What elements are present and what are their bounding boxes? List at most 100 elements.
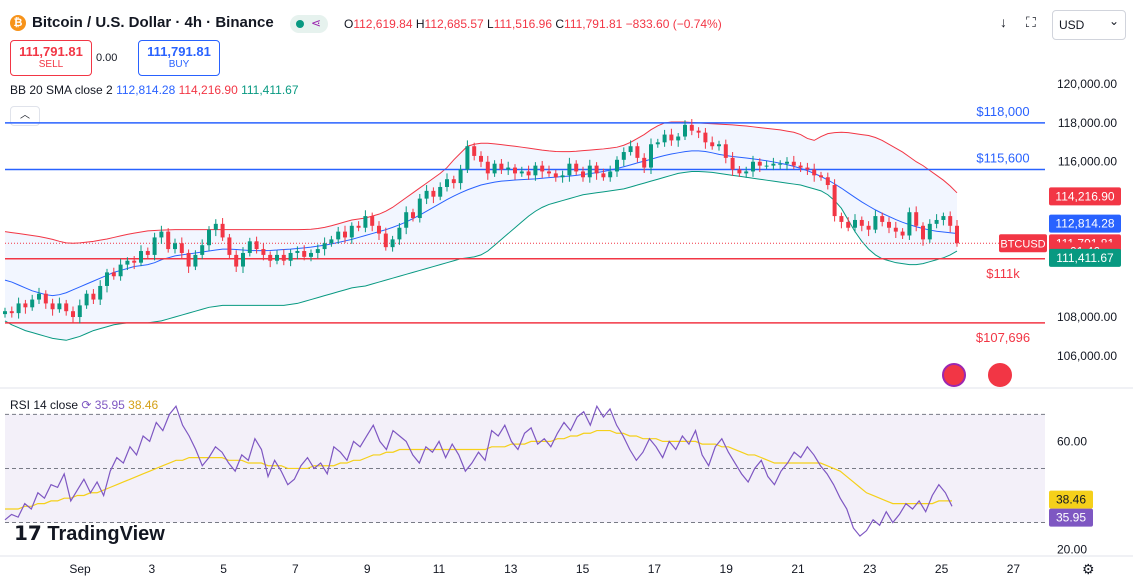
candle-body	[628, 146, 633, 153]
candle-body	[37, 293, 41, 300]
candle-body	[241, 252, 245, 267]
candle-body	[91, 293, 96, 300]
candle-body	[485, 161, 490, 174]
candle-body	[655, 142, 660, 145]
market-status-pill[interactable]: ⋖	[290, 15, 328, 33]
candle-body	[159, 231, 164, 238]
candle-body	[125, 260, 130, 265]
candle-body	[179, 243, 184, 253]
economic-event-flag-icon[interactable]	[942, 363, 966, 387]
candle-body	[50, 303, 55, 310]
candle-body	[798, 165, 803, 168]
candle-body	[411, 212, 415, 219]
symbol-tag-label: BTCUSD	[1000, 238, 1045, 250]
candle-body	[744, 171, 749, 174]
candle-body	[322, 243, 327, 250]
candle-body	[723, 144, 728, 158]
candle-body	[948, 216, 953, 226]
time-axis-label: 5	[220, 562, 227, 576]
time-axis-label: 9	[364, 562, 371, 576]
candle-body	[683, 124, 687, 137]
candle-body	[383, 233, 388, 248]
candle-body	[934, 219, 939, 224]
candle-body	[730, 157, 735, 170]
candle-body	[567, 163, 572, 176]
candle-body	[77, 305, 82, 318]
candle-body	[336, 231, 341, 240]
candle-body	[186, 252, 191, 267]
symbol-title[interactable]: Bitcoin / U.S. Dollar · 4h · Binance	[32, 14, 274, 31]
candle-body	[608, 171, 613, 178]
time-axis-label: 17	[648, 562, 662, 576]
candle-body	[247, 241, 252, 253]
candle-body	[397, 227, 402, 240]
candle-body	[785, 161, 789, 164]
candle-body	[492, 163, 497, 174]
time-axis-label: Sep	[69, 562, 91, 576]
spread-value: 0.00	[96, 52, 118, 64]
time-axis-label: 25	[935, 562, 949, 576]
chevron-down-icon: ⌄	[1109, 14, 1120, 28]
price-tag-label: 111,411.67	[1056, 251, 1114, 265]
candle-body	[526, 171, 531, 176]
rsi-axis-label: 60.00	[1057, 434, 1087, 448]
candle-body	[458, 169, 463, 184]
time-axis-label: 15	[576, 562, 590, 576]
price-axis-label: 118,000.00	[1058, 116, 1117, 130]
candle-body	[757, 161, 762, 166]
candle-body	[431, 190, 436, 197]
candle-body	[873, 216, 878, 230]
candle-body	[9, 311, 14, 314]
settings-icon[interactable]: ⚙	[1082, 561, 1095, 577]
level-label: $107,696	[976, 330, 1030, 345]
fullscreen-icon[interactable]: ⛶	[1026, 14, 1036, 30]
candle-body	[717, 144, 721, 147]
collapse-legend-button[interactable]: ︿	[10, 106, 40, 126]
candle-body	[513, 167, 517, 174]
candle-body	[118, 264, 123, 277]
time-axis-label: 23	[863, 562, 877, 576]
candle-body	[540, 165, 545, 172]
time-axis-label: 3	[148, 562, 155, 576]
candle-body	[309, 252, 313, 257]
candle-body	[377, 225, 381, 234]
economic-event-flag-icon[interactable]	[988, 363, 1012, 387]
price-axis-label: 106,000.00	[1057, 349, 1117, 363]
currency-select[interactable]: USD ⌄	[1052, 10, 1126, 40]
price-tag	[1049, 214, 1121, 233]
candle-body	[424, 190, 429, 199]
candle-body	[132, 260, 137, 263]
candle-body	[479, 155, 483, 162]
download-icon[interactable]: ↓	[1000, 14, 1007, 30]
buy-button[interactable]: 111,791.81 BUY	[138, 40, 220, 76]
candle-body	[220, 223, 225, 238]
candle-body	[669, 134, 674, 141]
candle-body	[404, 212, 409, 228]
candle-body	[900, 231, 905, 236]
candle-body	[751, 161, 755, 172]
candle-body	[921, 225, 925, 240]
share-icon: ⋖	[311, 16, 322, 30]
sell-button[interactable]: 111,791.81 SELL	[10, 40, 92, 76]
candle-body	[955, 225, 959, 244]
candle-body	[805, 167, 810, 170]
candle-body	[819, 175, 823, 178]
candle-body	[207, 229, 211, 246]
time-axis-label: 13	[504, 562, 518, 576]
candle-body	[499, 163, 504, 170]
candle-body	[941, 216, 946, 220]
rsi-tag	[1049, 490, 1093, 509]
candle-body	[737, 169, 742, 174]
candle-body	[30, 299, 35, 308]
candle-body	[234, 254, 239, 267]
candle-body	[98, 285, 103, 300]
rsi-legend[interactable]: RSI 14 close ⟳ 35.95 38.46	[10, 398, 159, 412]
candle-body	[581, 171, 585, 178]
candle-body	[547, 171, 551, 174]
candle-body	[465, 146, 470, 170]
bollinger-legend[interactable]: BB 20 SMA close 2 112,814.28 114,216.90 …	[10, 83, 299, 97]
candle-body	[812, 169, 817, 176]
candle-body	[349, 225, 354, 238]
candle-body	[615, 159, 619, 172]
